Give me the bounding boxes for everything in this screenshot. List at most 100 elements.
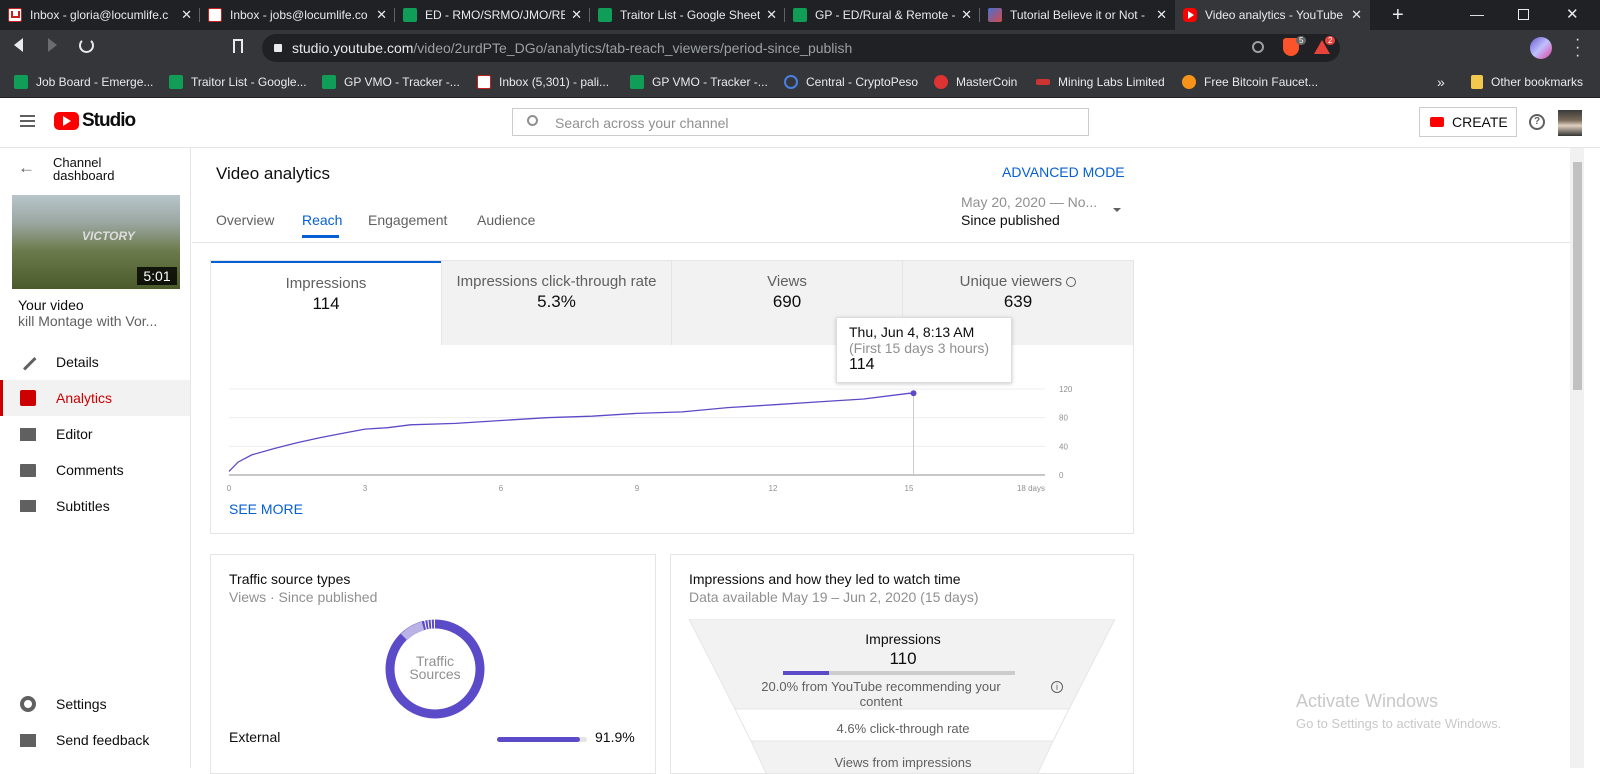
video-thumbnail[interactable]: VICTORY 5:01 <box>12 195 180 289</box>
studio-header: Studio Search across your channel CREATE… <box>0 98 1600 148</box>
metric-impressions[interactable]: Impressions 114 <box>211 261 441 345</box>
brave-shield-icon[interactable] <box>1283 38 1299 56</box>
create-button[interactable]: CREATE <box>1419 107 1517 137</box>
browser-tab[interactable]: Inbox - gloria@locumlife.c ✕ <box>0 0 200 30</box>
close-icon[interactable]: ✕ <box>376 7 387 22</box>
more-bookmarks-button[interactable]: » <box>1437 74 1445 90</box>
reload-icon[interactable] <box>79 38 94 53</box>
window-close-icon[interactable]: ✕ <box>1566 6 1579 23</box>
tab-reach[interactable]: Reach <box>302 212 343 228</box>
sidebar-item-settings[interactable]: Settings <box>0 686 190 722</box>
x-tick-label: 12 <box>769 484 778 493</box>
bookmark-icon[interactable] <box>233 39 243 53</box>
hamburger-menu-icon[interactable] <box>20 115 35 117</box>
close-icon[interactable]: ✕ <box>1351 7 1362 22</box>
browser-tab-active[interactable]: Video analytics - YouTube ✕ <box>1175 0 1370 30</box>
gmail-icon <box>208 8 222 22</box>
tab-audience[interactable]: Audience <box>477 212 536 228</box>
see-more-link[interactable]: SEE MORE <box>229 501 303 517</box>
sidebar-item-subtitles[interactable]: Subtitles <box>0 488 190 524</box>
funnel-recommend-bar-fill <box>783 671 830 675</box>
close-icon[interactable]: ✕ <box>961 7 972 22</box>
profile-avatar[interactable] <box>1530 37 1552 59</box>
date-range-picker[interactable]: May 20, 2020 — No... Since published <box>961 194 1125 234</box>
zoom-icon[interactable] <box>1252 41 1264 53</box>
metric-ctr[interactable]: Impressions click-through rate 5.3% <box>441 261 671 345</box>
sheets-icon <box>793 8 807 22</box>
sheets-icon <box>598 8 612 22</box>
close-icon[interactable]: ✕ <box>766 7 777 22</box>
close-icon[interactable]: ✕ <box>181 7 192 22</box>
help-icon[interactable]: ? <box>1529 114 1545 130</box>
bookmark-item[interactable]: GP VMO - Tracker -... <box>630 66 768 98</box>
minimize-icon[interactable]: — <box>1470 6 1484 22</box>
menu-dots-icon[interactable]: · · · <box>1575 31 1581 64</box>
y-tick-label: 40 <box>1059 442 1068 451</box>
sheets-icon <box>322 75 336 89</box>
browser-tab[interactable]: ED - RMO/SRMO/JMO/RE ✕ <box>395 0 590 30</box>
bookmark-item[interactable]: GP VMO - Tracker -... <box>322 66 460 98</box>
sidebar-item-feedback[interactable]: Send feedback <box>0 722 190 758</box>
bookmark-label: Job Board - Emerge... <box>36 75 154 89</box>
browser-tab-bar: Inbox - gloria@locumlife.c ✕ Inbox - job… <box>0 0 1600 30</box>
tab-title: Inbox - jobs@locumlife.co <box>230 8 368 22</box>
info-icon[interactable]: i <box>1051 681 1063 693</box>
bookmark-item[interactable]: Job Board - Emerge... <box>14 66 153 98</box>
sidebar-item-analytics[interactable]: Analytics <box>0 380 190 416</box>
avatar[interactable] <box>1558 110 1582 136</box>
bookmark-item[interactable]: Free Bitcoin Faucet... <box>1182 66 1318 98</box>
page-title: Video analytics <box>216 164 331 183</box>
metric-value: 690 <box>772 292 802 311</box>
other-bookmarks-folder[interactable]: Other bookmarks <box>1471 66 1583 98</box>
close-icon[interactable]: ✕ <box>1156 7 1167 22</box>
card-subtitle: Data available May 19 – Jun 2, 2020 (15 … <box>689 589 979 605</box>
metric-views[interactable]: Views 690 <box>671 261 902 345</box>
bookmark-item[interactable]: Central - CryptoPeso <box>784 66 918 98</box>
bookmark-item[interactable]: Inbox (5,301) - pali... <box>477 66 609 98</box>
advanced-mode-link[interactable]: ADVANCED MODE <box>1002 164 1125 180</box>
bookmark-item[interactable]: Traitor List - Google... <box>169 66 307 98</box>
data-point-highlight <box>910 390 917 397</box>
tooltip-range: (First 15 days 3 hours) <box>849 340 990 356</box>
funnel-shape <box>689 619 1115 773</box>
tab-title: Inbox - gloria@locumlife.c <box>30 8 169 22</box>
scrollbar-thumb[interactable] <box>1573 162 1582 390</box>
close-icon[interactable]: ✕ <box>571 7 582 22</box>
channel-dashboard-link[interactable]: Channel dashboard <box>53 155 115 183</box>
reach-card: Impressions 114 Impressions click-throug… <box>210 260 1134 534</box>
card-title: Traffic source types <box>229 571 351 587</box>
bookmark-label: Free Bitcoin Faucet... <box>1204 75 1319 89</box>
new-tab-icon[interactable]: + <box>1392 4 1404 26</box>
back-arrow-icon[interactable]: ← <box>18 158 35 177</box>
tab-engagement[interactable]: Engagement <box>368 212 448 228</box>
card-subtitle: Views · Since published <box>229 589 378 605</box>
tooltip-value: 114 <box>849 356 875 373</box>
bookmark-item[interactable]: Mining Labs Limited <box>1036 66 1165 98</box>
metric-label: Impressions click-through rate <box>456 273 657 290</box>
metric-label: Views <box>767 273 807 290</box>
browser-tab[interactable]: GP - ED/Rural & Remote - ✕ <box>785 0 980 30</box>
comment-icon <box>20 463 36 477</box>
bookmark-item[interactable]: MasterCoin <box>934 66 1017 98</box>
forward-icon[interactable] <box>48 38 57 52</box>
browser-tab[interactable]: Tutorial Believe it or Not - ✕ <box>980 0 1175 30</box>
back-icon[interactable] <box>14 38 23 52</box>
metric-label: Impressions <box>285 275 367 292</box>
folder-icon <box>1471 75 1483 89</box>
bookmark-label: Traitor List - Google... <box>191 75 307 89</box>
restore-icon[interactable] <box>1518 9 1529 20</box>
sidebar-item-comments[interactable]: Comments <box>0 452 190 488</box>
url-field[interactable]: studio.youtube.com/video/2urdPTe_DGo/ana… <box>262 34 1340 62</box>
tooltip-date: Thu, Jun 4, 8:13 AM <box>849 324 975 340</box>
youtube-logo-icon[interactable] <box>54 112 79 130</box>
mastercoin-icon <box>934 75 948 89</box>
tab-overview[interactable]: Overview <box>216 212 275 228</box>
search-input[interactable]: Search across your channel <box>512 108 1089 136</box>
page-scrollbar[interactable] <box>1570 148 1584 768</box>
browser-tab[interactable]: Inbox - jobs@locumlife.co ✕ <box>200 0 395 30</box>
sidebar-item-details[interactable]: Details <box>0 344 190 380</box>
metric-value: 5.3% <box>537 292 576 311</box>
main-content: Video analytics ADVANCED MODE Overview R… <box>192 148 1584 774</box>
sidebar-item-editor[interactable]: Editor <box>0 416 190 452</box>
browser-tab[interactable]: Traitor List - Google Sheet ✕ <box>590 0 785 30</box>
